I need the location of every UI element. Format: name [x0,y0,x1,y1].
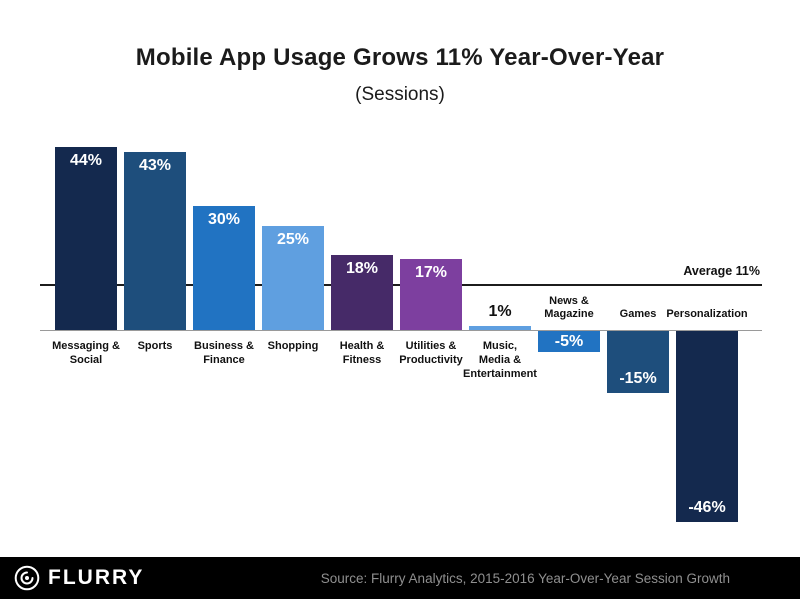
category-label-games: Games [619,308,657,321]
category-label-shopping: Shopping [267,340,319,352]
value-label-messaging-social: 44% [69,152,103,170]
bar-shopping [262,226,324,330]
value-label-sports: 43% [138,156,172,174]
category-label-utilities-productivity: Utilities & Productivity [399,340,463,366]
category-label-sports: Sports [137,340,173,352]
category-label-business-finance: Business & Finance [194,340,254,366]
value-label-personalization: -46% [688,498,726,516]
bar-chart: Average 11% 44% Messaging & Social 43% Spor… [0,130,800,545]
bar-music-media-entertainment [469,325,531,330]
value-label-shopping: 25% [276,231,310,249]
category-label-messaging-social: Messaging & Social [52,340,120,366]
flurry-logo-text: FLURRY [48,566,145,589]
value-label-utilities-productivity: 17% [414,264,448,282]
bar-sports [124,151,186,330]
value-label-business-finance: 30% [207,210,241,228]
bar-business-finance [193,205,255,330]
value-label-games: -15% [619,370,657,388]
category-label-health-fitness: Health & Fitness [339,340,385,366]
bar-personalization [676,331,738,522]
average-label: Average 11% [683,264,760,279]
category-label-music-media-entertainment: Music, Media & Entertainment [463,340,537,380]
bar-games [607,331,669,394]
bar-utilities-productivity [400,259,462,330]
bar-news-magazine [538,331,600,352]
chart-title: Mobile App Usage Grows 11% Year-Over-Yea… [135,44,665,71]
bars-container: 44% Messaging & Social 43% Sports 30% Busines… [0,130,800,545]
source-text: Source: Flurry Analytics, 2015-2016 Year… [320,570,730,586]
value-label-news-magazine: -5% [554,333,584,351]
value-label-music-media-entertainment: 1% [488,302,512,320]
flurry-logo-icon [14,565,40,591]
chart-subtitle: (Sessions) [355,84,445,105]
footer-bar: FLURRY Source: Flurry Analytics, 2015-20… [0,557,800,599]
bar-messaging-social [55,147,117,330]
category-label-news-magazine: News & Magazine [544,294,594,321]
flurry-logo: FLURRY [14,565,144,591]
zero-axis-line [40,330,762,331]
bar-health-fitness [331,255,393,330]
category-label-personalization: Personalization [666,308,748,321]
value-label-health-fitness: 18% [345,260,379,278]
